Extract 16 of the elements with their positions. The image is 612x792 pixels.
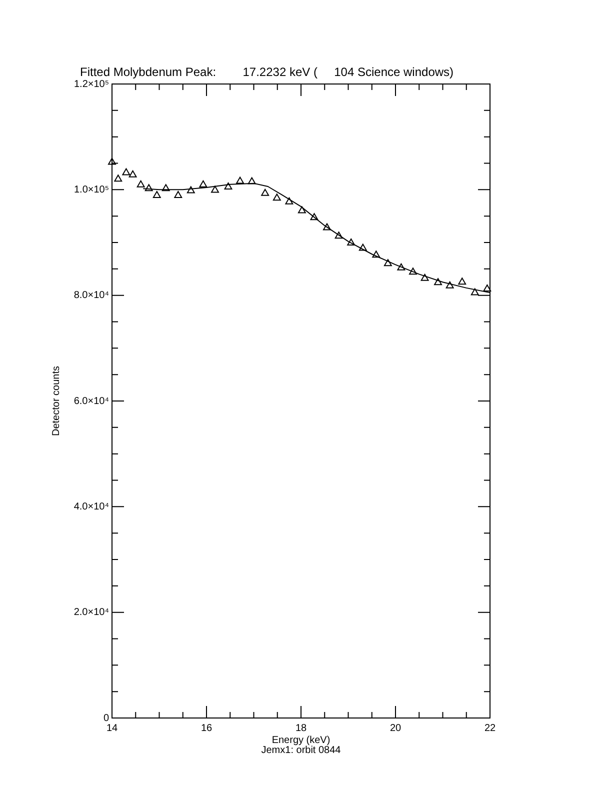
- chart-title: Fitted Molybdenum Peak: 17.2232 keV ( 104 Science windows): [80, 65, 454, 79]
- x-tick-label: 14: [106, 722, 118, 734]
- y-tick-label: 0: [103, 712, 110, 724]
- x-tick-label: 16: [200, 722, 212, 734]
- y-axis-title: Detector counts: [50, 366, 62, 436]
- x-tick-label: 18: [295, 722, 307, 734]
- x-axis-title: Energy (keV): [272, 734, 330, 746]
- y-tick-label: 4.0×10⁴: [74, 501, 109, 512]
- y-tick-label: 8.0×10⁴: [74, 290, 109, 302]
- y-tick-label: 1.0×10⁵: [74, 184, 109, 196]
- x-tick-label: 20: [390, 722, 402, 734]
- y-tick-label: 6.0×10⁴: [74, 396, 109, 407]
- y-tick-label: 1.2×10⁵: [74, 78, 109, 90]
- text: Jemx1: orbit 0844: [261, 744, 342, 756]
- x-tick-label: 22: [484, 722, 496, 734]
- y-tick-label: 2.0×10⁴: [74, 607, 109, 618]
